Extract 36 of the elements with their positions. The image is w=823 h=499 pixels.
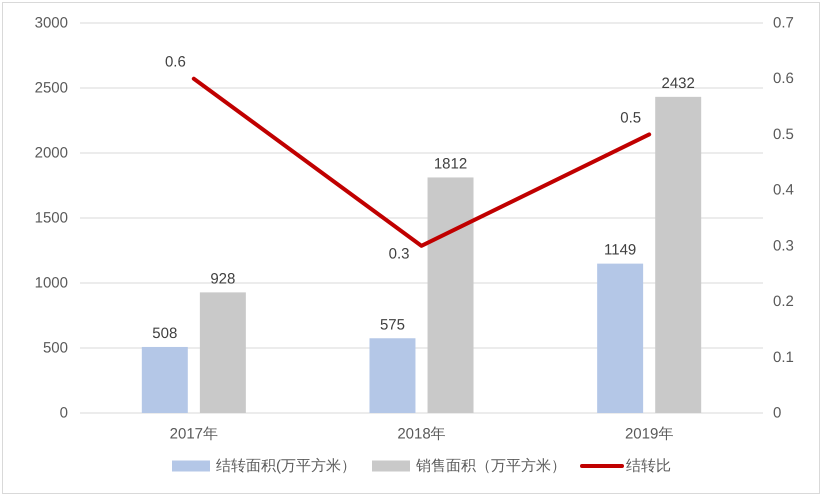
data-label: 0.3 — [388, 245, 410, 262]
y2-tick-label: 0.4 — [773, 182, 794, 199]
data-label: 0.6 — [164, 54, 186, 71]
legend-label: 结转比 — [626, 458, 671, 474]
data-label: 508 — [152, 324, 178, 342]
data-label: 2432 — [662, 74, 695, 92]
bar — [597, 264, 644, 413]
y2-tick-label: 0 — [773, 404, 782, 422]
x-tick-label: 2019年 — [624, 426, 674, 442]
y2-tick-label: 0.7 — [773, 14, 794, 32]
bar — [142, 346, 188, 413]
x-tick-label: 2018年 — [397, 426, 446, 442]
y-tick-label: 3000 — [34, 14, 68, 32]
y2-tick-label: 0.1 — [773, 348, 794, 366]
bar — [369, 338, 416, 413]
y-tick-label: 2000 — [34, 144, 68, 162]
data-label: 1812 — [434, 155, 468, 172]
data-label: 1149 — [604, 242, 636, 259]
x-tick-label: 2017年 — [170, 426, 218, 442]
y-tick-label: 500 — [42, 340, 68, 356]
y-tick-label: 1000 — [34, 274, 68, 292]
y-tick-label: 0 — [60, 404, 68, 422]
y2-tick-label: 0.2 — [773, 293, 794, 310]
y2-tick-label: 0.3 — [773, 237, 794, 254]
y-tick-label: 2500 — [34, 80, 68, 96]
data-label: 928 — [210, 270, 236, 288]
legend-label: 结转面积(万平方米） — [216, 458, 356, 474]
y-tick-label: 1500 — [34, 210, 68, 226]
bar — [655, 96, 702, 413]
bar — [200, 292, 246, 413]
y2-tick-label: 0.5 — [773, 126, 794, 143]
y2-tick-label: 0.6 — [773, 70, 794, 88]
data-label: 0.5 — [620, 109, 642, 126]
bar — [428, 177, 474, 413]
legend-label: 销售面积（万平方米） — [415, 458, 566, 474]
data-label: 575 — [380, 316, 405, 334]
